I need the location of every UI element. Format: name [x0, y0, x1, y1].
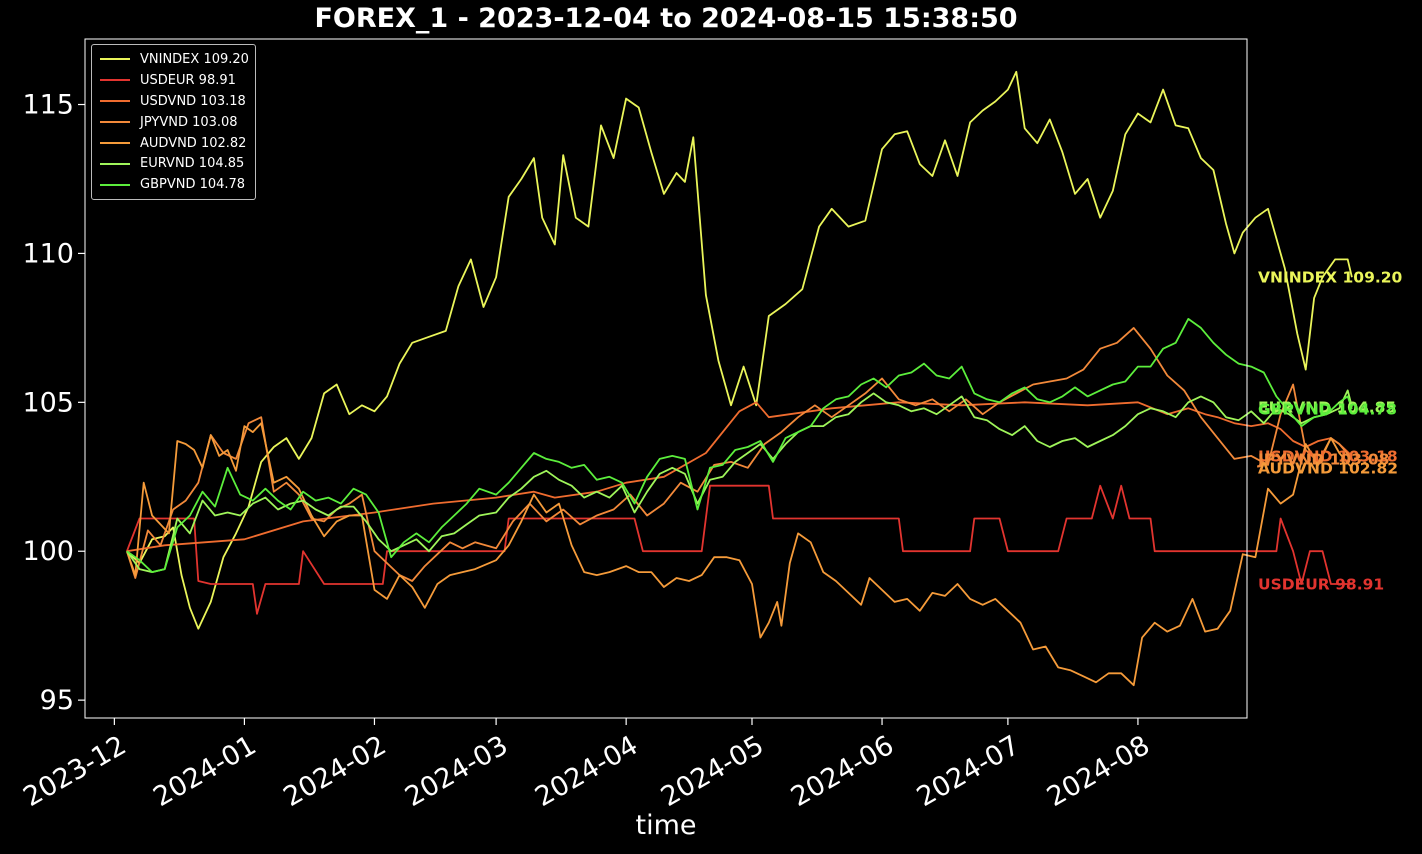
- legend-swatch: [100, 162, 130, 165]
- plot-frame: [84, 38, 1248, 719]
- series-line-3: [126, 327, 1353, 582]
- end-label-0: VNINDEX 109.20: [1258, 269, 1403, 287]
- chart-title: FOREX_1 - 2023-12-04 to 2024-08-15 15:38…: [314, 3, 1018, 34]
- series-line-0: [126, 70, 1353, 630]
- legend-swatch: [100, 100, 130, 103]
- legend-swatch: [100, 79, 130, 82]
- x-tick-label: 2024-06: [786, 730, 899, 813]
- y-tick-label: 95: [40, 685, 74, 716]
- legend: VNINDEX 109.20 USDEUR 98.91 USDVND 103.18 J…: [91, 44, 256, 201]
- end-label-1: USDEUR 98.91: [1258, 575, 1384, 593]
- x-tick-label: 2024-07: [912, 730, 1025, 813]
- legend-label: AUDVND 102.82: [140, 135, 247, 151]
- legend-swatch: [100, 58, 130, 61]
- legend-label: USDVND 103.18: [140, 93, 246, 109]
- y-axis: 95 100 105 110 115: [22, 90, 85, 716]
- legend-swatch: [100, 183, 130, 186]
- legend-swatch: [100, 142, 130, 144]
- end-label-3: JPYVND 103.08: [1257, 450, 1389, 468]
- series-line-2: [126, 401, 1353, 553]
- legend-label: EURVND 104.85: [140, 156, 245, 172]
- y-tick-label: 105: [22, 387, 74, 418]
- legend-item-0: VNINDEX 109.20: [96, 49, 249, 70]
- x-tick-label: 2024-01: [148, 730, 261, 813]
- legend-item-5: EURVND 104.85: [96, 153, 249, 174]
- end-label-6: GBPVND 104.78: [1258, 400, 1397, 418]
- x-axis: 2023-12 2024-01 2024-02 2024-03 2024-04 2024-…: [18, 718, 1155, 813]
- end-label-4: AUDVND 102.82: [1258, 459, 1398, 477]
- x-tick-label: 2024-08: [1042, 730, 1155, 813]
- legend-label: VNINDEX 109.20: [140, 51, 249, 67]
- legend-item-3: JPYVND 103.08: [96, 112, 249, 133]
- x-axis-label: time: [635, 810, 697, 841]
- y-tick-label: 115: [22, 90, 74, 121]
- series-line-4: [126, 422, 1353, 687]
- end-labels: VNINDEX 109.20 USDEUR 98.91 USDVND 103.18J…: [1257, 269, 1403, 594]
- end-label-2: USDVND 103.18: [1258, 447, 1398, 465]
- series-line-6: [126, 318, 1353, 573]
- legend-item-1: USDEUR 98.91: [96, 70, 249, 91]
- x-tick-label: 2024-04: [530, 730, 643, 813]
- legend-label: USDEUR 98.91: [140, 72, 236, 88]
- legend-label: GBPVND 104.78: [140, 177, 246, 193]
- series-layer: [126, 70, 1353, 687]
- x-tick-label: 2024-02: [278, 730, 391, 813]
- series-line-5: [126, 389, 1353, 573]
- legend-label: JPYVND 103.08: [140, 114, 238, 130]
- y-tick-label: 100: [22, 536, 74, 567]
- x-tick-label: 2024-03: [400, 730, 513, 813]
- end-label-5: EURVND 104.85: [1258, 398, 1396, 416]
- legend-item-4: AUDVND 102.82: [96, 133, 249, 154]
- legend-item-2: USDVND 103.18: [96, 91, 249, 112]
- x-tick-label: 2023-12: [18, 730, 131, 813]
- legend-item-6: GBPVND 104.78: [96, 174, 249, 195]
- y-tick-label: 110: [22, 238, 74, 269]
- legend-swatch: [100, 121, 130, 124]
- x-tick-label: 2024-05: [656, 730, 769, 813]
